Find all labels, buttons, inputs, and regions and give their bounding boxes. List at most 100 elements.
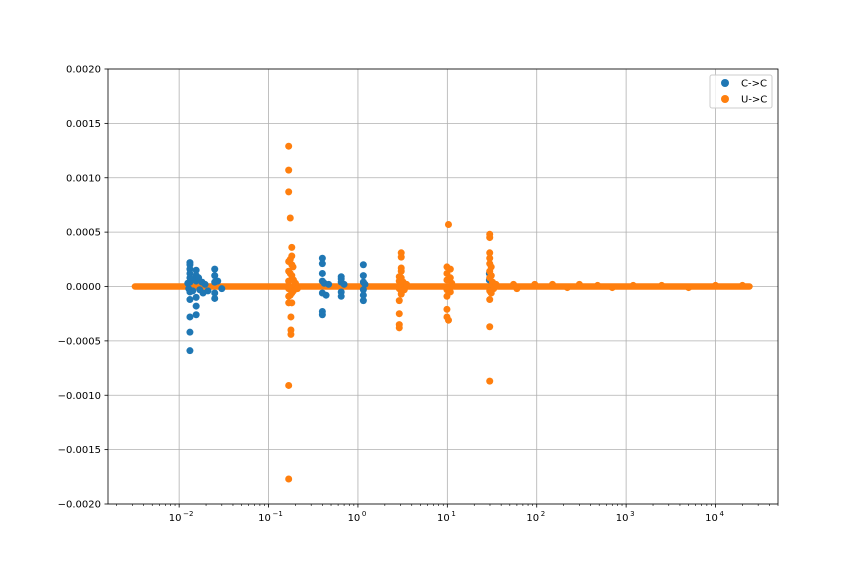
point-u-to-c: [397, 267, 405, 275]
point-u-to-c: [291, 279, 299, 287]
point-u-to-c: [594, 281, 602, 289]
point-u-to-c: [492, 280, 500, 288]
point-c-to-c: [359, 272, 367, 280]
point-c-to-c: [361, 280, 369, 288]
x-axis: 10 −2 10 −1 10 0 10 1 10 2 10 3 10 4: [116, 504, 779, 524]
point-u-to-c: [395, 324, 403, 332]
point-c-to-c: [325, 280, 333, 288]
point-u-to-c: [486, 377, 494, 385]
x-tick-label: 10: [258, 513, 271, 524]
point-c-to-c: [318, 311, 326, 319]
zero-baselines: [131, 283, 753, 290]
x-tick-label: 10: [437, 513, 450, 524]
point-c-to-c: [192, 311, 200, 319]
x-tick-exponent: 4: [720, 510, 725, 518]
y-tick-label: −0.0010: [58, 391, 101, 402]
y-axis: −0.0020 −0.0015 −0.0010 −0.0005 0.0000 0.0005…: [58, 65, 108, 511]
point-u-to-c: [487, 263, 495, 271]
point-c-to-c: [192, 293, 200, 301]
point-u-to-c: [397, 253, 405, 261]
point-c-to-c: [218, 285, 226, 293]
point-c-to-c: [318, 254, 326, 262]
point-u-to-c: [285, 188, 293, 196]
x-tick-label: 10: [705, 513, 718, 524]
point-u-to-c: [285, 142, 293, 150]
point-u-to-c: [403, 280, 411, 288]
legend-label-u-to-c: U->C: [741, 95, 767, 106]
point-c-to-c: [204, 287, 212, 295]
legend-label-c-to-c: C->C: [741, 79, 767, 90]
point-c-to-c: [192, 302, 200, 310]
point-u-to-c: [289, 263, 297, 271]
point-u-to-c: [685, 284, 693, 292]
y-tick-label: 0.0000: [66, 282, 101, 293]
point-u-to-c: [287, 313, 295, 321]
point-u-to-c: [288, 299, 296, 307]
point-u-to-c: [738, 281, 746, 289]
point-c-to-c: [186, 296, 194, 304]
x-tick-exponent: 1: [451, 510, 455, 518]
point-c-to-c: [359, 297, 367, 305]
point-u-to-c: [286, 214, 294, 222]
legend: C->C U->C: [709, 74, 773, 109]
y-tick-label: 0.0010: [66, 173, 101, 184]
y-tick-label: 0.0015: [66, 119, 101, 130]
point-c-to-c: [214, 277, 222, 285]
series-u-to-c: [285, 142, 746, 483]
point-u-to-c: [285, 475, 293, 483]
point-c-to-c: [211, 265, 219, 273]
y-tick-label: −0.0015: [58, 445, 101, 456]
point-c-to-c: [337, 292, 345, 300]
point-c-to-c: [318, 260, 326, 268]
x-tick-label: 10: [348, 513, 361, 524]
point-u-to-c: [444, 316, 452, 324]
x-tick-exponent: −1: [273, 510, 283, 518]
point-u-to-c: [395, 310, 403, 318]
point-c-to-c: [359, 261, 367, 269]
point-u-to-c: [287, 330, 295, 338]
point-u-to-c: [446, 265, 454, 273]
x-tick-exponent: −2: [183, 510, 193, 518]
point-u-to-c: [288, 243, 296, 251]
x-tick-exponent: 0: [362, 510, 366, 518]
point-u-to-c: [548, 280, 556, 288]
y-tick-label: −0.0005: [58, 336, 101, 347]
x-tick-label: 10: [526, 513, 539, 524]
y-tick-label: −0.0020: [58, 500, 101, 511]
point-u-to-c: [446, 288, 454, 296]
point-u-to-c: [400, 286, 408, 294]
legend-marker-c-to-c: [721, 79, 729, 87]
point-u-to-c: [285, 166, 293, 174]
point-u-to-c: [486, 296, 494, 304]
point-c-to-c: [186, 328, 194, 336]
point-u-to-c: [712, 281, 720, 289]
point-c-to-c: [186, 313, 194, 321]
point-u-to-c: [658, 281, 666, 289]
point-u-to-c: [486, 323, 494, 331]
point-u-to-c: [444, 221, 452, 229]
point-u-to-c: [629, 281, 637, 289]
point-c-to-c: [201, 280, 209, 288]
point-c-to-c: [359, 291, 367, 299]
y-tick-label: 0.0005: [66, 228, 101, 239]
point-c-to-c: [340, 280, 348, 288]
point-c-to-c: [318, 269, 326, 277]
point-c-to-c: [189, 287, 197, 295]
point-u-to-c: [395, 297, 403, 305]
point-u-to-c: [288, 252, 296, 260]
x-tick-exponent: 3: [630, 510, 634, 518]
point-u-to-c: [486, 234, 494, 242]
point-u-to-c: [486, 249, 494, 257]
point-u-to-c: [446, 274, 454, 282]
point-c-to-c: [211, 272, 219, 280]
point-u-to-c: [486, 254, 494, 262]
point-u-to-c: [608, 284, 616, 292]
y-tick-label: 0.0020: [66, 65, 101, 76]
point-u-to-c: [563, 284, 571, 292]
point-u-to-c: [531, 280, 539, 288]
x-tick-exponent: 2: [541, 510, 545, 518]
point-c-to-c: [322, 291, 330, 299]
point-u-to-c: [487, 272, 495, 280]
point-u-to-c: [448, 279, 456, 287]
